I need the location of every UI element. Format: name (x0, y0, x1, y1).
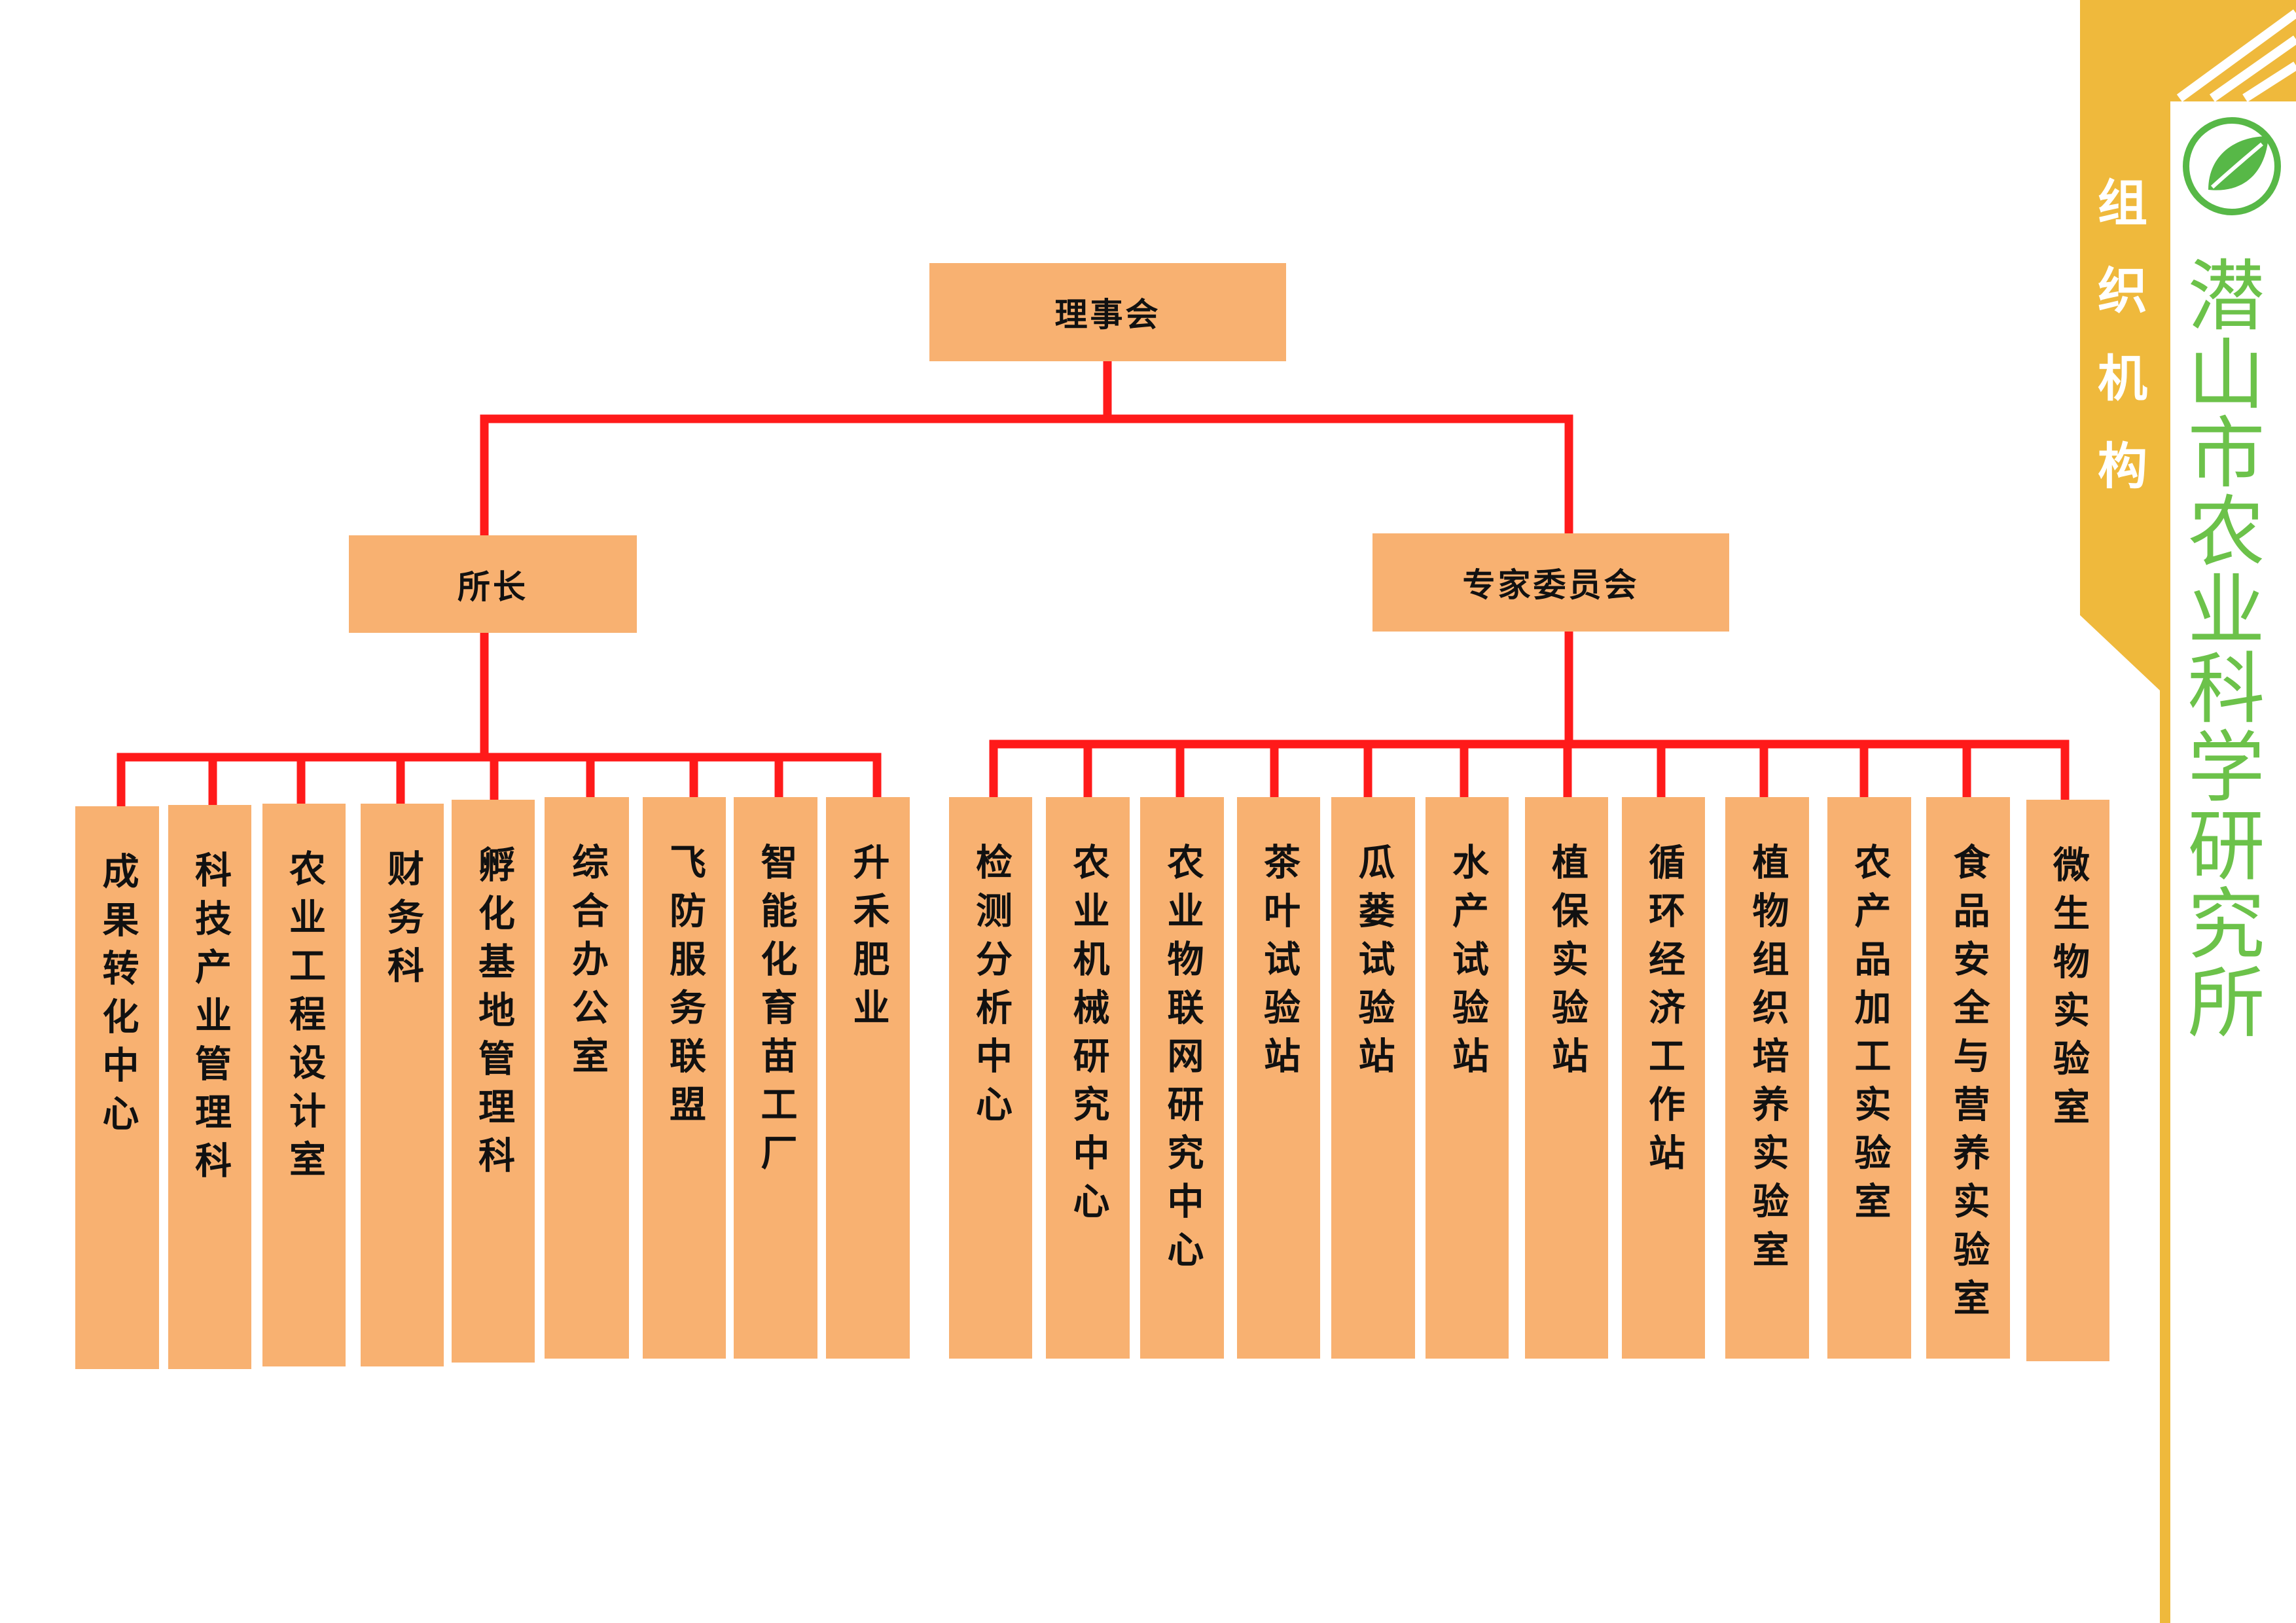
dept-label: 成果转化中心 (96, 852, 139, 1143)
organization-name: 潜山市农业科学研究所 (2174, 255, 2265, 1041)
unit-box: 微生物实验室 (2026, 800, 2109, 1361)
node-label: 专家委员会 (1462, 566, 1640, 604)
dept-box: 孵化基地管理科 (452, 800, 535, 1363)
unit-box: 农业机械研究中心 (1046, 797, 1130, 1359)
banner-stripe (2242, 62, 2296, 102)
unit-box: 农业物联网研究中心 (1140, 797, 1224, 1359)
dept-box: 智能化育苗工厂 (734, 797, 817, 1359)
dept-box: 科技产业管理科 (168, 805, 251, 1369)
unit-label: 茶叶试验站 (1257, 843, 1300, 1085)
unit-box: 瓜蒌试验站 (1331, 797, 1415, 1359)
unit-box: 植物组织培养实验室 (1725, 797, 1809, 1359)
node-director: 所长 (349, 535, 637, 633)
dept-label: 财务科 (381, 849, 424, 995)
banner-white-panel (2170, 101, 2296, 1623)
dept-label: 孵化基地管理科 (472, 846, 515, 1185)
unit-label: 植保实验站 (1545, 843, 1588, 1085)
banner-stripe (2209, 35, 2296, 102)
unit-label: 瓜蒌试验站 (1352, 843, 1395, 1085)
unit-box: 茶叶试验站 (1237, 797, 1320, 1359)
dept-box: 财务科 (361, 804, 444, 1366)
unit-box: 食品安全与营养实验室 (1926, 797, 2010, 1359)
dept-box: 升禾肥业 (826, 797, 910, 1359)
node-board: 理事会 (929, 263, 1286, 361)
dept-label: 科技产业管理科 (188, 851, 232, 1190)
unit-label: 植物组织培养实验室 (1746, 843, 1789, 1279)
dept-label: 综合办公室 (565, 843, 609, 1085)
node-label: 理事会 (1054, 296, 1161, 334)
dept-label: 飞防服务联盟 (663, 843, 706, 1133)
unit-box: 循环经济工作站 (1622, 797, 1705, 1359)
unit-box: 农产品加工实验室 (1827, 797, 1911, 1359)
node-label: 所长 (457, 567, 528, 606)
dept-label: 升禾肥业 (847, 843, 889, 1037)
unit-label: 水产试验站 (1446, 843, 1489, 1085)
node-expert-committee: 专家委员会 (1372, 533, 1729, 632)
dept-box: 综合办公室 (545, 797, 629, 1359)
unit-label: 循环经济工作站 (1642, 843, 1685, 1182)
unit-box: 植保实验站 (1525, 797, 1608, 1359)
unit-label: 微生物实验室 (2047, 846, 2090, 1136)
unit-label: 农产品加工实验室 (1848, 843, 1891, 1230)
dept-label: 智能化育苗工厂 (755, 843, 797, 1182)
dept-box: 飞防服务联盟 (643, 797, 726, 1359)
unit-label: 检测分析中心 (969, 843, 1013, 1133)
unit-box: 检测分析中心 (949, 797, 1032, 1359)
banner-title: 组织机构 (2089, 177, 2147, 527)
dept-box: 成果转化中心 (75, 806, 159, 1369)
unit-label: 食品安全与营养实验室 (1947, 843, 1990, 1327)
dept-label: 农业工程设计室 (283, 849, 326, 1188)
unit-box: 水产试验站 (1426, 797, 1509, 1359)
dept-box: 农业工程设计室 (262, 804, 346, 1366)
banner-stripe (2176, 9, 2296, 102)
unit-label: 农业物联网研究中心 (1161, 843, 1204, 1279)
unit-label: 农业机械研究中心 (1067, 843, 1109, 1230)
leaf-circle-logo-icon (2183, 117, 2281, 215)
